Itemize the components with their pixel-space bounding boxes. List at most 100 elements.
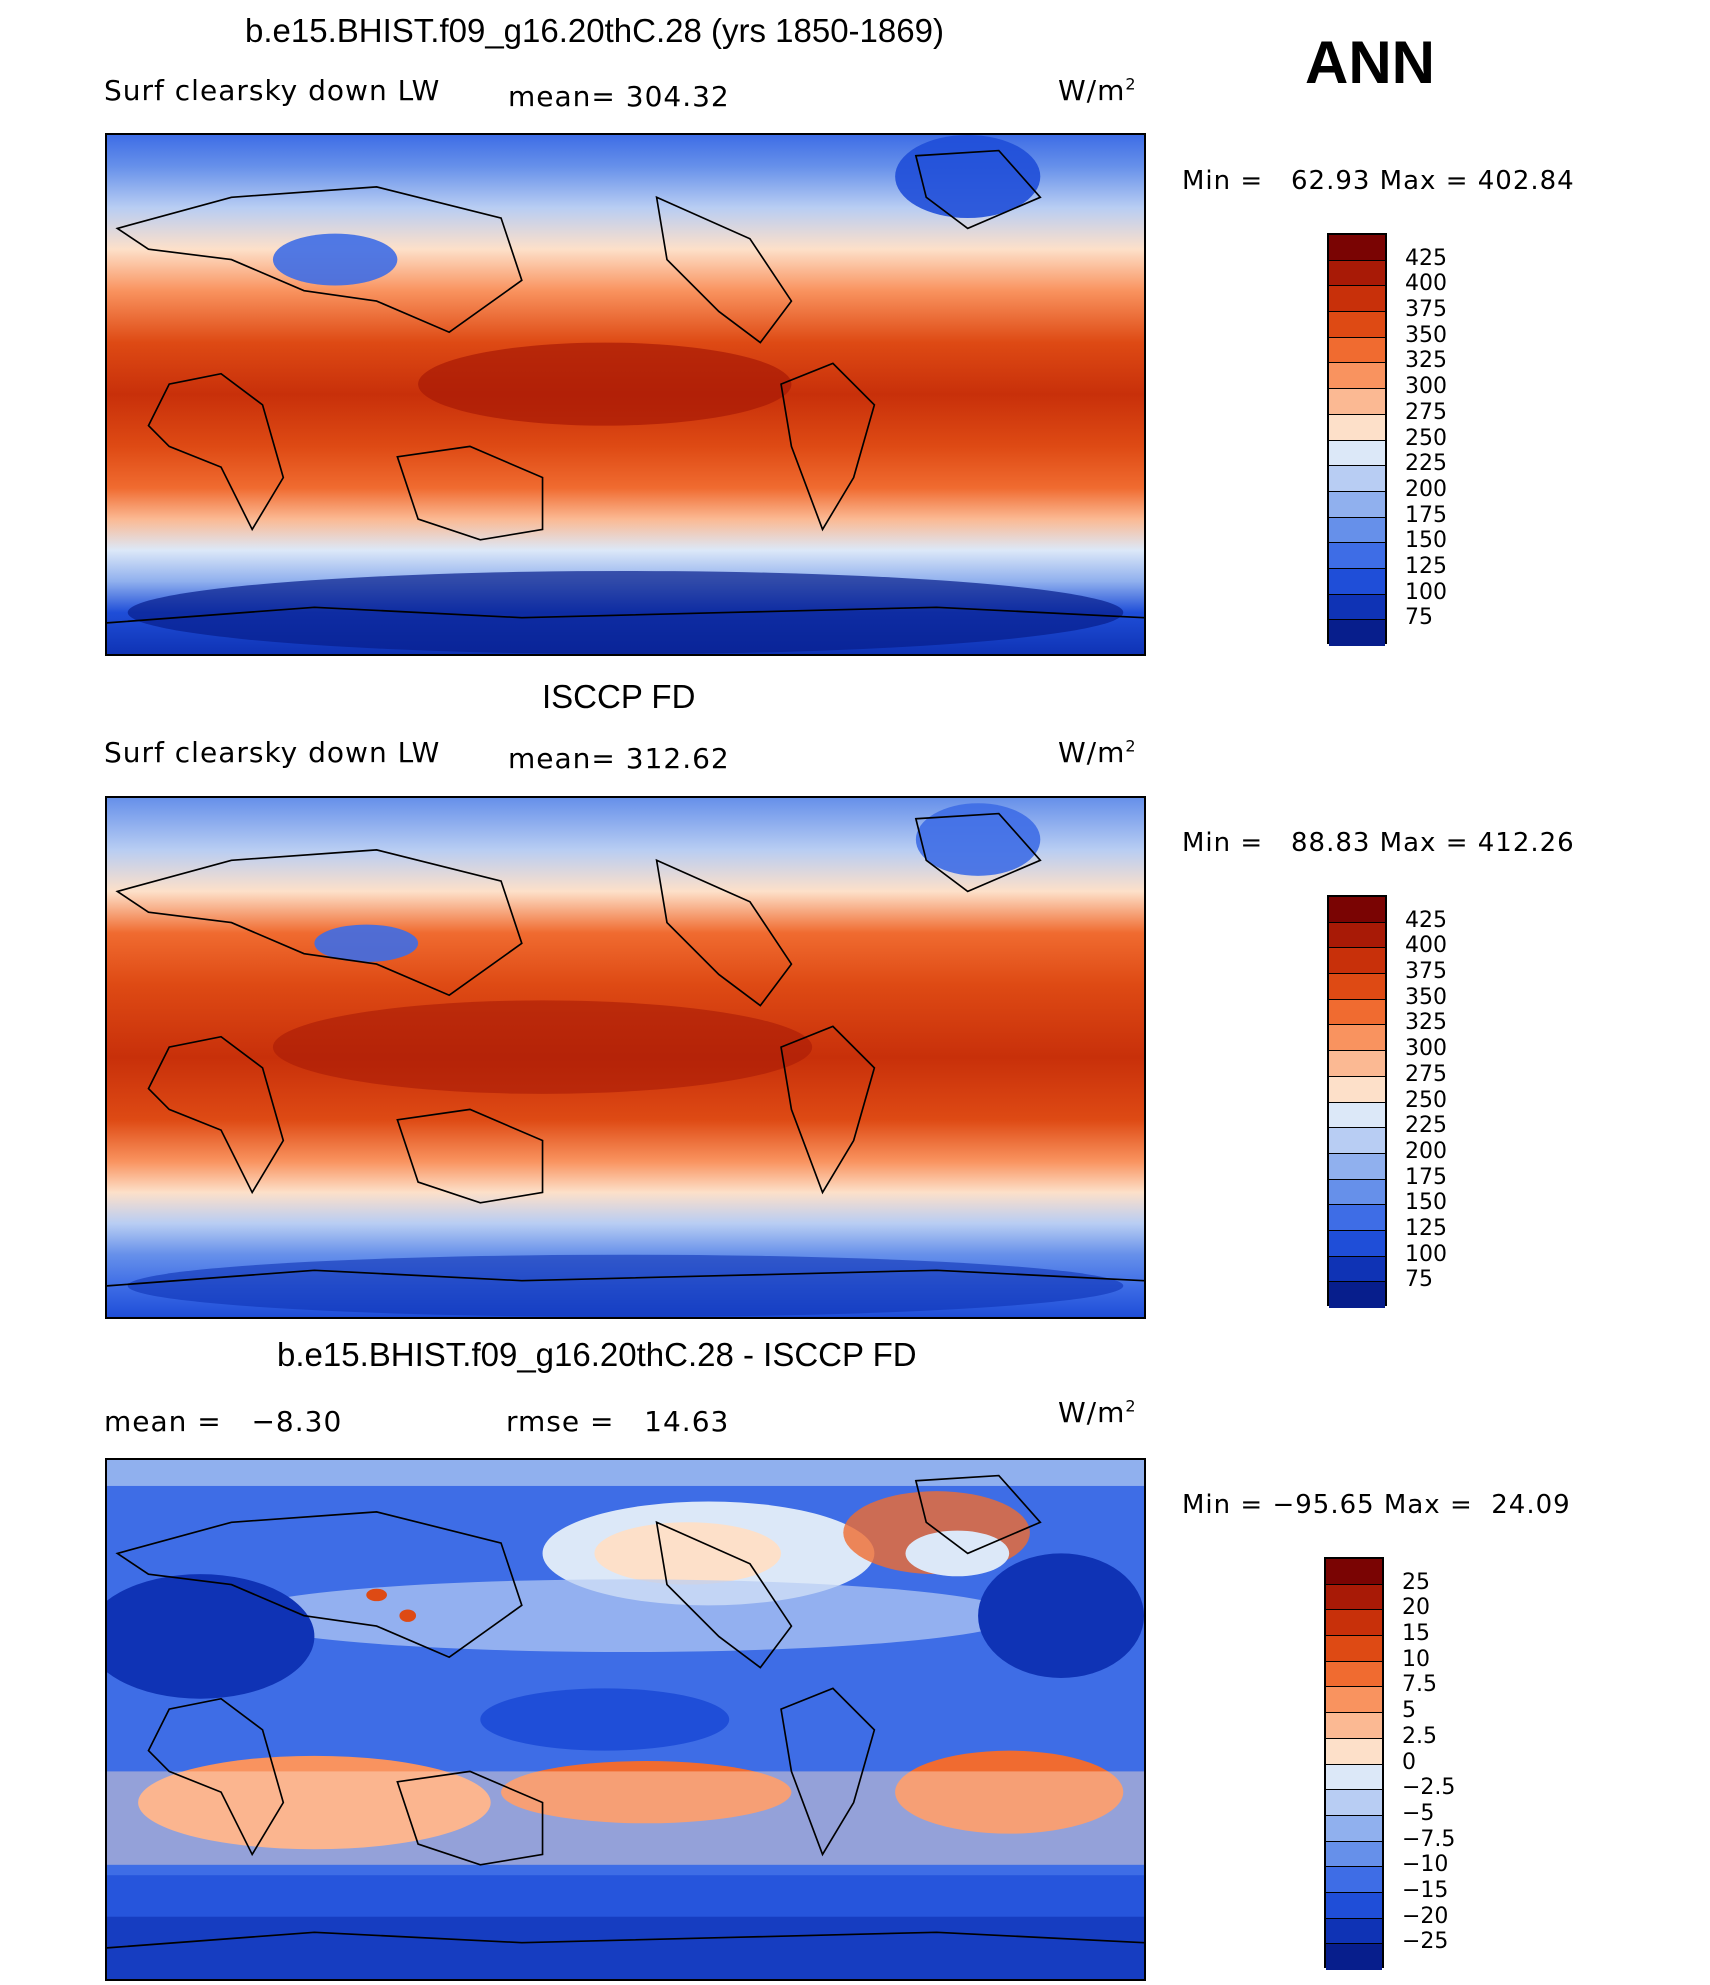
colorbar-swatch (1326, 1841, 1382, 1868)
colorbar-label: 375 (1405, 297, 1447, 323)
colorbar-swatch (1329, 235, 1385, 261)
colorbar-swatch (1329, 286, 1385, 313)
colorbar-label: 100 (1405, 579, 1447, 605)
panel-2-units: W/m2 (1058, 736, 1137, 769)
colorbar-swatch (1329, 1128, 1385, 1154)
colorbar-label: −7.5 (1402, 1826, 1456, 1852)
colorbar-label: −20 (1402, 1903, 1449, 1929)
panel-3-rmse-label: rmse = 14.63 (506, 1405, 730, 1438)
colorbar-label: 350 (1405, 322, 1447, 348)
panel-3-minmax: Min = −95.65 Max = 24.09 (1182, 1490, 1571, 1520)
colorbar-label: 20 (1402, 1595, 1430, 1621)
colorbar-swatch (1329, 337, 1385, 364)
colorbar-label: −10 (1402, 1852, 1449, 1878)
colorbar-label: 425 (1405, 907, 1447, 933)
panel-2-map (105, 796, 1146, 1319)
colorbar-swatch (1326, 1610, 1382, 1637)
panel-1-colorbar (1327, 233, 1387, 646)
panel-2-title: ISCCP FD (542, 678, 696, 715)
colorbar-label: 400 (1405, 933, 1447, 959)
colorbar-label: −5 (1402, 1800, 1435, 1826)
colorbar-label: 275 (1405, 399, 1447, 425)
colorbar-swatch (1326, 1815, 1382, 1842)
colorbar-swatch (1329, 594, 1385, 621)
colorbar-swatch (1326, 1713, 1382, 1739)
colorbar-label: 225 (1405, 1113, 1447, 1139)
panel-2-mean-label: mean= 312.62 (508, 742, 730, 775)
colorbar-label: 125 (1405, 553, 1447, 579)
panel-3-map (105, 1458, 1146, 1981)
colorbar-label: 15 (1402, 1621, 1430, 1647)
colorbar-swatch (1329, 974, 1385, 1000)
panel-3-title: b.e15.BHIST.f09_g16.20thC.28 - ISCCP FD (277, 1336, 917, 1373)
colorbar-swatch (1329, 543, 1385, 569)
colorbar-label: 75 (1405, 1267, 1433, 1293)
colorbar-swatch (1329, 260, 1385, 287)
colorbar-label: 200 (1405, 1138, 1447, 1164)
colorbar-swatch (1329, 517, 1385, 544)
colorbar-swatch (1329, 897, 1385, 923)
colorbar-swatch (1329, 1153, 1385, 1180)
colorbar-label: 25 (1402, 1569, 1430, 1595)
colorbar-label: 125 (1405, 1215, 1447, 1241)
colorbar-swatch (1329, 999, 1385, 1026)
colorbar-swatch (1326, 1559, 1382, 1585)
colorbar-label: 300 (1405, 1036, 1447, 1062)
colorbar-label: 5 (1402, 1698, 1416, 1724)
colorbar-label: 150 (1405, 1190, 1447, 1216)
colorbar-swatch (1329, 1051, 1385, 1077)
panel-1-title: b.e15.BHIST.f09_g16.20thC.28 (yrs 1850-1… (245, 12, 944, 49)
colorbar-label: 325 (1405, 348, 1447, 374)
panel-3-units: W/m2 (1058, 1396, 1137, 1429)
colorbar-swatch (1329, 491, 1385, 518)
panel-2-colorbar (1327, 895, 1387, 1308)
colorbar-label: 375 (1405, 959, 1447, 985)
season-label: ANN (1305, 29, 1435, 96)
panel-3-colorbar (1324, 1557, 1384, 1970)
panel-3-colorbar-labels: 25 20 15 10 7.5 5 2.5 0 −2.5 −5 −7.5 −10 −15 −20 −25 (1402, 1557, 1502, 1968)
panel-1-units: W/m2 (1058, 74, 1137, 107)
colorbar-swatch (1329, 414, 1385, 441)
panel-3-mean-label: mean = −8.30 (104, 1405, 343, 1438)
colorbar-label: 400 (1405, 271, 1447, 297)
colorbar-swatch (1326, 1584, 1382, 1611)
colorbar-label: 425 (1405, 245, 1447, 271)
colorbar-swatch (1326, 1687, 1382, 1714)
colorbar-label: −2.5 (1402, 1775, 1456, 1801)
colorbar-swatch (1329, 922, 1385, 949)
colorbar-swatch (1326, 1738, 1382, 1765)
colorbar-swatch (1329, 1076, 1385, 1103)
colorbar-swatch (1326, 1892, 1382, 1919)
colorbar-swatch (1329, 1179, 1385, 1206)
colorbar-swatch (1329, 1256, 1385, 1283)
colorbar-label: 350 (1405, 984, 1447, 1010)
colorbar-label: 200 (1405, 476, 1447, 502)
colorbar-swatch (1329, 1230, 1385, 1257)
colorbar-label: 7.5 (1402, 1672, 1437, 1698)
colorbar-swatch (1326, 1764, 1382, 1791)
colorbar-label: 325 (1405, 1010, 1447, 1036)
colorbar-swatch (1329, 1025, 1385, 1052)
colorbar-label: 300 (1405, 374, 1447, 400)
colorbar-label: 2.5 (1402, 1723, 1437, 1749)
colorbar-label: 250 (1405, 1087, 1447, 1113)
colorbar-label: 175 (1405, 1164, 1447, 1190)
colorbar-swatch (1329, 1282, 1385, 1308)
colorbar-label: 150 (1405, 528, 1447, 554)
colorbar-swatch (1326, 1636, 1382, 1662)
colorbar-label: −15 (1402, 1877, 1449, 1903)
colorbar-label: 225 (1405, 451, 1447, 477)
colorbar-label: 75 (1405, 605, 1433, 631)
colorbar-label: 250 (1405, 425, 1447, 451)
colorbar-label: 175 (1405, 502, 1447, 528)
panel-1-minmax: Min = 62.93 Max = 402.84 (1182, 166, 1575, 196)
colorbar-label: 100 (1405, 1241, 1447, 1267)
panel-2-variable-label: Surf clearsky down LW (104, 736, 441, 769)
colorbar-swatch (1326, 1944, 1382, 1970)
panel-1-colorbar-labels: 425 400 375 350 325 300 275 250 225 200 175 150 125 1… (1405, 233, 1495, 644)
colorbar-label: 0 (1402, 1749, 1416, 1775)
colorbar-swatch (1329, 620, 1385, 646)
panel-2-colorbar-labels: 425 400 375 350 325 300 275 250 225 200 175 150 125 1… (1405, 895, 1495, 1306)
colorbar-swatch (1326, 1790, 1382, 1816)
colorbar-swatch (1329, 948, 1385, 975)
